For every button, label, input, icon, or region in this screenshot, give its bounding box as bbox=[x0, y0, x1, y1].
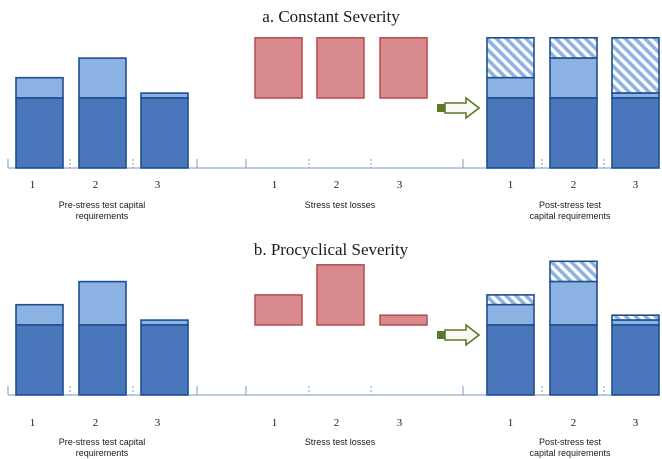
post-stress-base-bar-2 bbox=[549, 324, 598, 396]
stress-loss-bar-1 bbox=[254, 37, 303, 99]
stress-loss-bank-label: 2 bbox=[334, 417, 340, 429]
pre-stress-base-bar-3 bbox=[140, 97, 189, 169]
stress-loss-caption: Stress test losses bbox=[305, 200, 376, 210]
post-stress-buffer-bar-3 bbox=[611, 36, 660, 94]
post-stress-caption: capital requirements bbox=[529, 448, 611, 458]
stress-loss-bar-1 bbox=[254, 294, 303, 326]
pre-stress-bank-label: 2 bbox=[93, 417, 99, 429]
pre-stress-base-bar-1 bbox=[15, 97, 64, 169]
stress-loss-caption: Stress test losses bbox=[305, 437, 376, 447]
panel-title: a. Constant Severity bbox=[262, 7, 400, 26]
post-stress-base-bar-1 bbox=[486, 324, 535, 396]
post-stress-additional-bar-2 bbox=[549, 280, 598, 326]
post-stress-caption: Post-stress test bbox=[539, 437, 602, 447]
pre-stress-caption: Pre-stress test capital bbox=[59, 437, 146, 447]
pre-stress-caption: Pre-stress test capital bbox=[59, 200, 146, 210]
post-stress-caption: capital requirements bbox=[529, 211, 611, 221]
stress-loss-bar-3 bbox=[379, 314, 428, 326]
stress-loss-bar-3 bbox=[379, 37, 428, 99]
post-stress-buffer-bar-1 bbox=[486, 294, 535, 306]
post-stress-base-bar-3 bbox=[611, 97, 660, 169]
pre-stress-bank-label: 1 bbox=[30, 179, 36, 191]
arrow-head bbox=[444, 323, 481, 347]
arrow-tail bbox=[437, 331, 445, 339]
pre-stress-caption: requirements bbox=[76, 448, 129, 458]
stress-loss-bank-label: 2 bbox=[334, 179, 340, 191]
post-stress-caption: Post-stress test bbox=[539, 200, 602, 210]
post-stress-buffer-bar-2 bbox=[549, 36, 598, 59]
post-stress-additional-bar-2 bbox=[549, 57, 598, 99]
pre-stress-base-bar-1 bbox=[15, 324, 64, 396]
post-stress-bank-label: 1 bbox=[508, 417, 514, 429]
panel-b: b. Procyclical Severity 1 2 3 Pre-stress tes… bbox=[7, 240, 660, 458]
panel-title: b. Procyclical Severity bbox=[254, 240, 409, 259]
post-stress-base-bar-3 bbox=[611, 324, 660, 396]
pre-stress-additional-bar-2 bbox=[78, 280, 127, 326]
panel-a: a. Constant Severity 1 2 3 Pre-stress test c… bbox=[7, 7, 660, 221]
pre-stress-base-bar-2 bbox=[78, 324, 127, 396]
arrow-right-icon bbox=[437, 323, 481, 347]
pre-stress-additional-bar-1 bbox=[15, 303, 64, 326]
post-stress-additional-bar-1 bbox=[486, 303, 535, 326]
pre-stress-caption: requirements bbox=[76, 211, 129, 221]
post-stress-buffer-bar-2 bbox=[549, 260, 598, 283]
pre-stress-bank-label: 2 bbox=[93, 179, 99, 191]
arrow-tail bbox=[437, 104, 445, 112]
stress-loss-bank-label: 3 bbox=[397, 179, 403, 191]
post-stress-bank-label: 3 bbox=[633, 417, 639, 429]
stress-loss-bar-2 bbox=[316, 37, 365, 99]
post-stress-bank-label: 3 bbox=[633, 179, 639, 191]
stress-loss-bar-2 bbox=[316, 264, 365, 326]
post-stress-bank-label: 2 bbox=[571, 179, 577, 191]
post-stress-base-bar-2 bbox=[549, 97, 598, 169]
post-stress-bank-label: 1 bbox=[508, 179, 514, 191]
arrow-head bbox=[444, 96, 481, 120]
pre-stress-bank-label: 3 bbox=[155, 179, 161, 191]
stress-loss-bank-label: 3 bbox=[397, 417, 403, 429]
pre-stress-additional-bar-1 bbox=[15, 76, 64, 99]
stress-loss-bank-label: 1 bbox=[272, 179, 278, 191]
post-stress-bank-label: 2 bbox=[571, 417, 577, 429]
arrow-right-icon bbox=[437, 96, 481, 120]
pre-stress-bank-label: 1 bbox=[30, 417, 36, 429]
post-stress-base-bar-1 bbox=[486, 97, 535, 169]
pre-stress-base-bar-3 bbox=[140, 324, 189, 396]
post-stress-additional-bar-1 bbox=[486, 76, 535, 99]
pre-stress-bank-label: 3 bbox=[155, 417, 161, 429]
post-stress-buffer-bar-1 bbox=[486, 36, 535, 79]
pre-stress-additional-bar-2 bbox=[78, 57, 127, 99]
pre-stress-base-bar-2 bbox=[78, 97, 127, 169]
stress-loss-bank-label: 1 bbox=[272, 417, 278, 429]
